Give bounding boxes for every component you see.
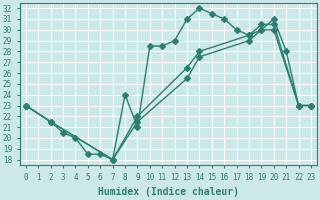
X-axis label: Humidex (Indice chaleur): Humidex (Indice chaleur) <box>98 187 239 197</box>
